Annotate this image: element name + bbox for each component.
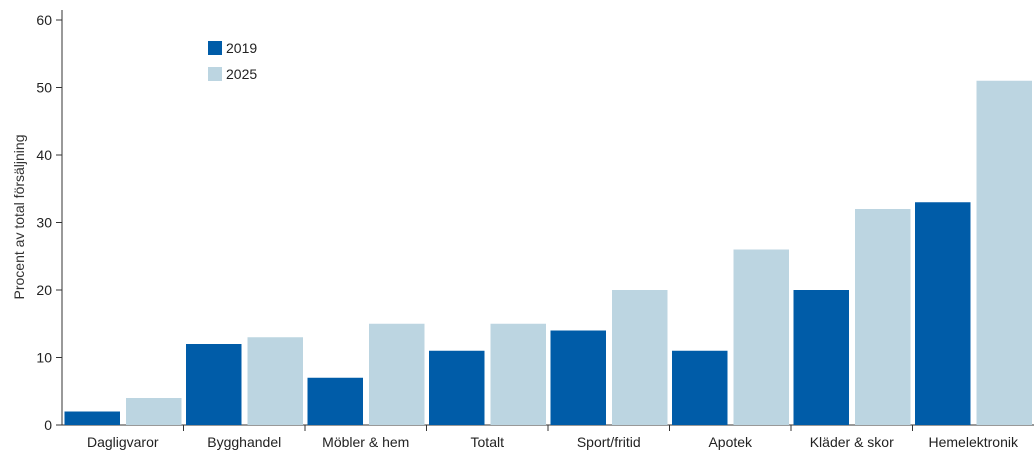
bar-2025-2 <box>369 323 425 425</box>
legend-label-2019: 2019 <box>226 40 257 56</box>
y-tick-label: 10 <box>36 350 52 366</box>
bar-2025-6 <box>855 209 911 425</box>
bar-2019-7 <box>915 202 971 425</box>
x-tick-label: Sport/fritid <box>577 434 641 450</box>
y-axis-title: Procent av total försäljning <box>11 135 27 300</box>
bar-2025-7 <box>976 80 1032 425</box>
bar-2025-1 <box>247 337 303 425</box>
legend-swatch-2019 <box>208 41 222 55</box>
bar-2025-3 <box>490 323 546 425</box>
x-tick-label: Kläder & skor <box>810 434 894 450</box>
bar-2019-0 <box>64 411 120 425</box>
y-tick-label: 40 <box>36 147 52 163</box>
x-tick-label: Apotek <box>708 434 753 450</box>
bar-2019-1 <box>186 344 242 425</box>
bar-2019-2 <box>307 377 363 425</box>
bar-2019-4 <box>550 330 606 425</box>
bar-2019-6 <box>793 290 849 425</box>
y-tick-label: 0 <box>44 417 52 433</box>
bar-2025-0 <box>126 398 182 425</box>
x-tick-label: Totalt <box>471 434 505 450</box>
y-tick-label: 60 <box>36 12 52 28</box>
y-tick-label: 20 <box>36 282 52 298</box>
x-tick-label: Hemelektronik <box>929 434 1019 450</box>
bar-2019-5 <box>672 350 728 425</box>
bar-2025-5 <box>733 249 789 425</box>
x-tick-label: Bygghandel <box>207 434 281 450</box>
bar-2019-3 <box>429 350 485 425</box>
y-axis: 0 10 20 30 40 50 60 <box>36 10 63 433</box>
legend-label-2025: 2025 <box>226 66 257 82</box>
legend-swatch-2025 <box>208 67 222 81</box>
x-tick-label: Dagligvaror <box>87 434 159 450</box>
legend: 2019 2025 <box>208 40 257 82</box>
x-axis: Dagligvaror Bygghandel Möbler & hem Totalt S… <box>62 424 1034 450</box>
x-tick-label: Möbler & hem <box>322 434 409 450</box>
y-tick-label: 30 <box>36 215 52 231</box>
bar-2025-4 <box>612 290 668 425</box>
y-tick-label: 50 <box>36 80 52 96</box>
bars <box>64 80 1032 425</box>
